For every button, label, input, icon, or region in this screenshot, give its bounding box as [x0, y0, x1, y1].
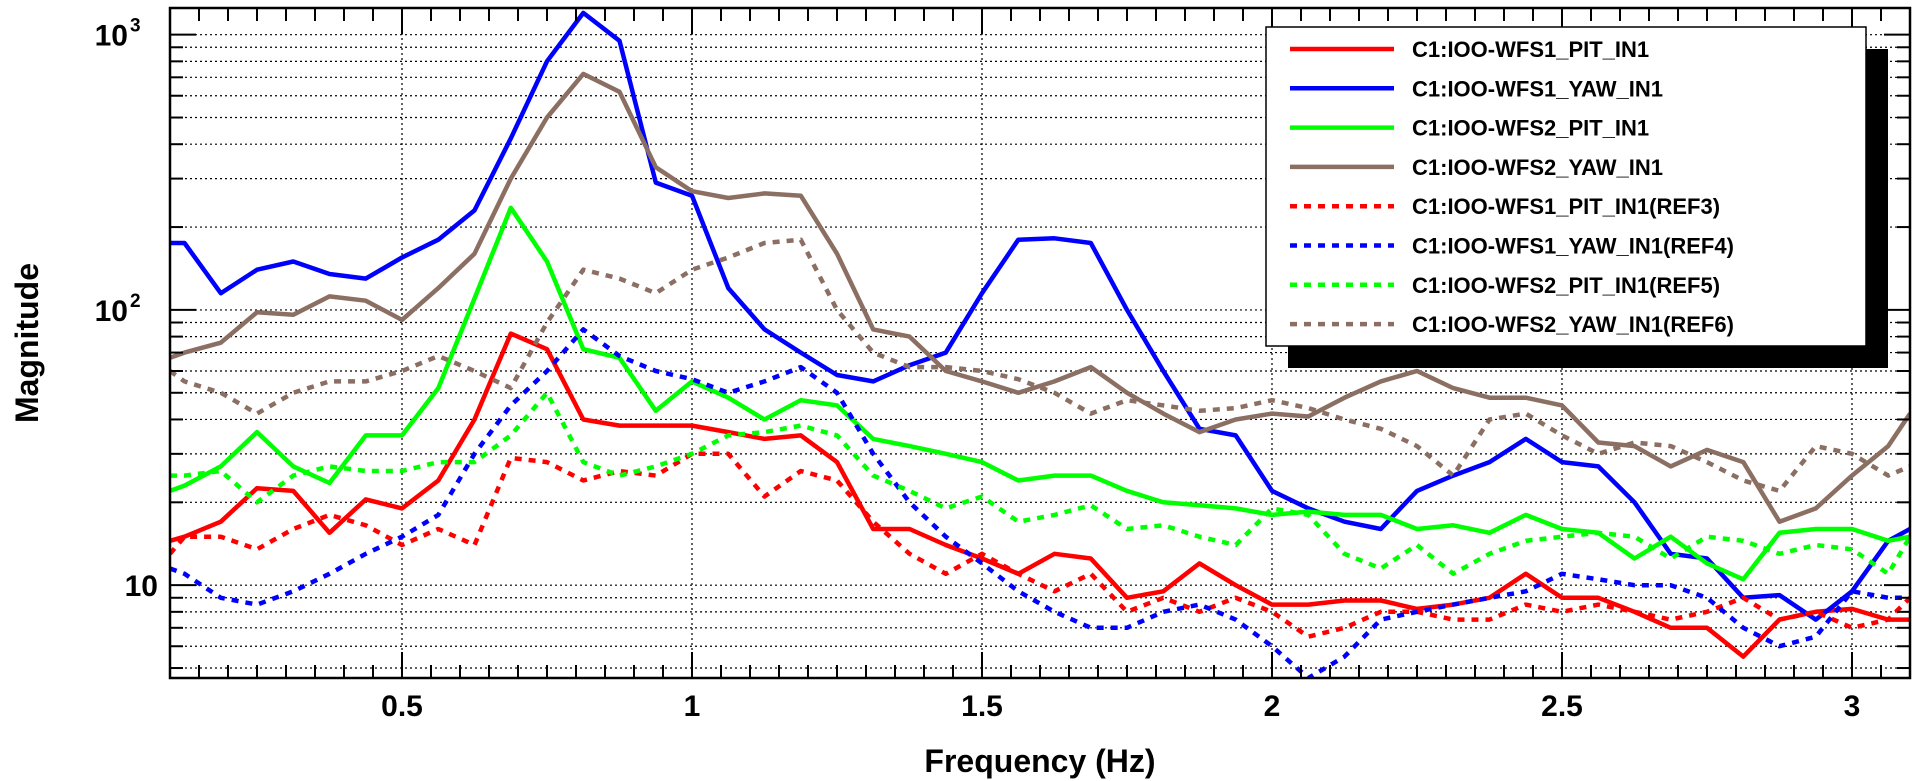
x-tick-label: 0.5: [381, 690, 423, 723]
series-line-8: [170, 237, 1910, 494]
x-tick-label: 3: [1844, 690, 1861, 723]
series-line-1: [170, 331, 1910, 659]
x-tick-label: 1: [684, 690, 701, 723]
series-line-7: [170, 390, 1910, 577]
y-tick-label-exponent: 3: [130, 16, 141, 37]
x-axis-title: Frequency (Hz): [924, 743, 1155, 779]
legend-box: [1265, 26, 1867, 347]
y-axis-title: Magnitude: [9, 263, 45, 423]
y-tick-label-exponent: 2: [130, 291, 141, 312]
x-tick-label: 2.5: [1541, 690, 1583, 723]
plot-frame: [168, 6, 1912, 680]
legend-label-3: C1:IOO-WFS2_PIT_IN1: [1412, 116, 1649, 141]
legend-label-6: C1:IOO-WFS1_YAW_IN1(REF4): [1412, 234, 1734, 259]
series-lines: [170, 10, 1910, 678]
legend-label-5: C1:IOO-WFS1_PIT_IN1(REF3): [1412, 194, 1720, 219]
y-tick-label: 10: [125, 570, 158, 603]
legend-label-8: C1:IOO-WFS2_YAW_IN1(REF6): [1412, 312, 1734, 337]
legend-label-2: C1:IOO-WFS1_YAW_IN1: [1412, 76, 1663, 101]
legend-label-4: C1:IOO-WFS2_YAW_IN1: [1412, 155, 1663, 180]
legend: C1:IOO-WFS1_PIT_IN1 C1:IOO-WFS1_YAW_IN1 C1…: [1265, 26, 1888, 368]
x-tick-label: 1.5: [961, 690, 1003, 723]
x-tick-label: 2: [1264, 690, 1281, 723]
legend-label-7: C1:IOO-WFS2_PIT_IN1(REF5): [1412, 273, 1720, 298]
series-line-2: [170, 10, 1910, 622]
y-tick-label: 10: [95, 20, 128, 53]
series-line-3: [170, 205, 1910, 582]
y-tick-label: 10: [95, 295, 128, 328]
series-line-6: [170, 327, 1910, 678]
legend-label-1: C1:IOO-WFS1_PIT_IN1: [1412, 37, 1649, 62]
